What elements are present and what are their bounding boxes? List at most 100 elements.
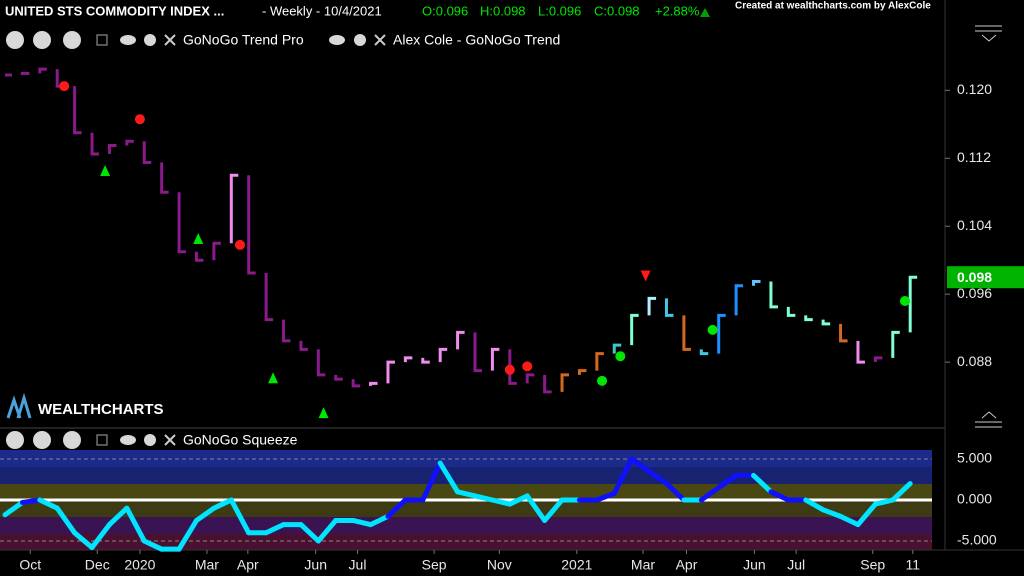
toggle[interactable] bbox=[96, 34, 108, 46]
up-button[interactable] bbox=[63, 31, 81, 49]
price-bar bbox=[543, 374, 552, 394]
price-bar bbox=[73, 86, 82, 135]
x-tick-label: Jun bbox=[743, 557, 766, 573]
squeeze-segment bbox=[698, 485, 722, 503]
price-bar bbox=[682, 315, 691, 351]
price-bar bbox=[229, 173, 239, 244]
eye-icon[interactable] bbox=[120, 35, 136, 45]
settings-icon[interactable] bbox=[354, 34, 366, 46]
credit: Created at wealthcharts.com by AlexCole bbox=[735, 1, 931, 12]
price-bar bbox=[421, 357, 430, 364]
move-button[interactable] bbox=[6, 31, 24, 49]
x-tick-label: Mar bbox=[195, 557, 219, 573]
x-tick-label: Dec bbox=[85, 557, 110, 573]
signal-dot bbox=[134, 114, 145, 125]
price-bar bbox=[891, 330, 900, 358]
x-tick-label: Sep bbox=[422, 557, 447, 573]
squeeze-segment bbox=[507, 493, 530, 507]
logo: WEALTHCHARTS bbox=[38, 401, 164, 418]
price-bar bbox=[334, 374, 343, 381]
x-tick-label: Jul bbox=[349, 557, 367, 573]
squeeze-segment bbox=[263, 522, 287, 536]
down-button[interactable] bbox=[33, 31, 51, 49]
squeeze-segment bbox=[629, 456, 652, 474]
signal-dot bbox=[707, 324, 718, 335]
price-bar bbox=[873, 356, 883, 363]
squeeze-segment bbox=[855, 501, 878, 528]
move-button[interactable] bbox=[6, 431, 24, 449]
price-bar bbox=[438, 347, 448, 363]
price-bar bbox=[160, 162, 169, 194]
price-bar bbox=[125, 139, 134, 146]
price-bar bbox=[769, 281, 778, 309]
price-bar bbox=[282, 319, 291, 343]
price-bar bbox=[525, 373, 535, 384]
x-tick-label: Oct bbox=[19, 557, 41, 573]
squeeze-segment bbox=[228, 497, 252, 536]
squeeze-segment bbox=[72, 530, 95, 551]
y-tick-label: -5.000 bbox=[957, 532, 997, 548]
collapse-icon[interactable] bbox=[975, 25, 1002, 42]
y-tick-label: 0.120 bbox=[957, 81, 992, 97]
price-bar bbox=[647, 296, 657, 316]
eye-icon[interactable] bbox=[329, 35, 345, 45]
squeeze-segment bbox=[315, 517, 339, 544]
squeeze-segment bbox=[141, 538, 165, 552]
price-bar bbox=[142, 141, 152, 165]
price-bar bbox=[595, 352, 604, 371]
y-tick-label: 5.000 bbox=[957, 450, 992, 466]
price-bar bbox=[699, 349, 709, 356]
y-tick-label: 0.112 bbox=[957, 149, 991, 165]
price-bar bbox=[734, 284, 744, 316]
settings-icon[interactable] bbox=[144, 34, 156, 46]
price-bar bbox=[90, 132, 100, 156]
x-tick-label: 2020 bbox=[124, 557, 155, 573]
last-price-label: 0.098 bbox=[957, 269, 992, 285]
signal-dot bbox=[504, 364, 515, 375]
squeeze-segment bbox=[298, 522, 321, 544]
signal-up bbox=[100, 165, 111, 177]
signal-dot bbox=[59, 81, 70, 92]
price-bar bbox=[752, 279, 761, 286]
price-bar bbox=[560, 373, 570, 392]
price-bar bbox=[299, 340, 308, 351]
toggle[interactable] bbox=[96, 434, 108, 446]
price-bar bbox=[212, 241, 221, 261]
squeeze-segment bbox=[350, 517, 374, 528]
last-price-box bbox=[947, 266, 1024, 289]
price-bar bbox=[508, 349, 517, 385]
x-tick-label: 11 bbox=[906, 557, 921, 573]
close-icon[interactable] bbox=[164, 34, 176, 46]
down-button[interactable] bbox=[33, 431, 51, 449]
squeeze-segment bbox=[594, 490, 617, 503]
x-tick-label: Apr bbox=[237, 557, 259, 573]
squeeze-segment bbox=[489, 497, 513, 507]
squeeze-segment bbox=[872, 497, 896, 507]
squeeze-segment bbox=[751, 472, 774, 495]
close-icon[interactable] bbox=[374, 34, 386, 46]
squeeze-segment bbox=[455, 489, 478, 499]
settings-icon[interactable] bbox=[144, 434, 156, 446]
price-bar bbox=[38, 67, 47, 74]
eye-icon[interactable] bbox=[120, 435, 136, 445]
squeeze-segment bbox=[54, 505, 78, 536]
x-tick-label: Sep bbox=[860, 557, 885, 573]
up-button[interactable] bbox=[63, 431, 81, 449]
period: - Weekly - 10/4/2021 bbox=[262, 3, 382, 18]
squeeze-segment bbox=[193, 505, 217, 523]
price-bar bbox=[804, 315, 813, 322]
y-tick-label: 0.000 bbox=[957, 491, 992, 507]
band bbox=[0, 450, 932, 467]
squeeze-segment bbox=[385, 497, 408, 519]
close-icon[interactable] bbox=[164, 434, 176, 446]
squeeze-segment bbox=[19, 497, 43, 505]
squeeze-segment bbox=[524, 493, 548, 523]
expand-icon[interactable] bbox=[975, 411, 1002, 428]
squeeze-segment bbox=[420, 460, 443, 503]
squeeze-segment bbox=[542, 497, 565, 523]
squeeze-segment bbox=[890, 481, 913, 503]
close: C:0.098 bbox=[594, 3, 640, 18]
price-bar bbox=[351, 379, 361, 388]
price-bar bbox=[717, 313, 726, 354]
